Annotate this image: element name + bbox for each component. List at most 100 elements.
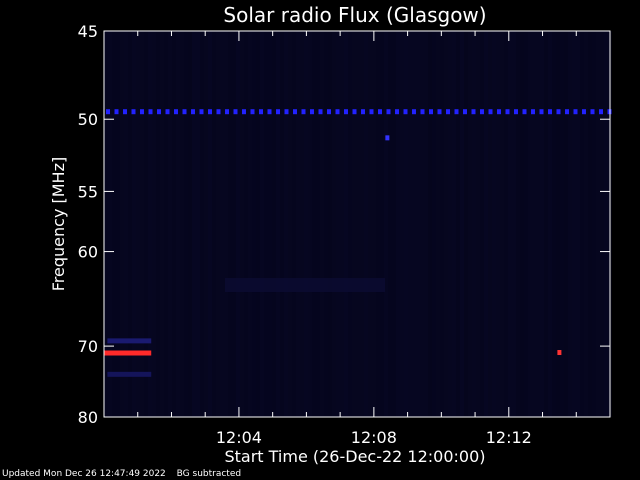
noise-column [208,31,212,417]
dashed-band-segment [497,109,501,115]
noise-column [192,31,196,417]
noise-column [364,31,368,417]
noise-column [604,31,608,417]
noise-column [412,31,416,417]
noise-column [180,31,184,417]
noise-column [500,31,504,417]
dashed-band-segment [191,109,195,115]
dashed-band-segment [114,109,119,115]
noise-column [184,31,188,417]
noise-column [340,31,344,417]
y-tick-label: 70 [78,337,98,356]
dashed-band-segment [250,109,255,115]
noise-column [296,31,300,417]
dashed-band-segment [565,109,569,115]
dashed-band-segment [480,109,484,115]
noise-column [460,31,464,417]
noise-column [304,31,308,417]
noise-column [380,31,384,417]
dashed-band-segment [463,109,467,115]
noise-column [260,31,264,417]
dashed-band-segment [361,109,365,115]
noise-column [264,31,268,417]
dashed-band-segment [505,109,510,115]
noise-column [464,31,468,417]
dashed-band-segment [412,109,416,115]
noise-column [172,31,176,417]
y-axis: 45 50 55 60 70 80 [78,22,610,427]
noise-column [388,31,392,417]
noise-column [408,31,412,417]
noise-column [316,31,320,417]
dashed-band-segment [344,109,348,115]
dashed-band-segment [148,109,153,115]
noise-column [168,31,172,417]
noise-column [288,31,292,417]
noise-column [468,31,472,417]
noise-column [152,31,156,417]
noise-column [220,31,224,417]
noise-column [584,31,588,417]
noise-column [268,31,272,417]
y-tick-label: 50 [78,110,98,129]
dashed-band-segment [199,109,204,115]
emission-band [104,350,152,356]
dashed-band-segment [140,109,144,115]
noise-column [308,31,312,417]
dashed-band-segment [369,109,374,115]
noise-column [520,31,524,417]
noise-column [224,31,228,417]
dashed-band-segment [157,109,161,115]
dashed-band-segment [301,109,306,115]
noise-column [596,31,600,417]
noise-column [188,31,192,417]
noise-column [148,31,152,417]
noise-column [352,31,356,417]
noise-column [480,31,484,417]
dashed-band-segment [225,109,229,115]
noise-column [576,31,580,417]
x-axis: 12:04 12:08 12:12 [137,31,577,447]
noise-column [160,31,164,417]
noise-column [332,31,336,417]
noise-column [592,31,596,417]
noise-column [144,31,148,417]
noise-column [372,31,376,417]
noise-column [568,31,572,417]
dashed-band-segment [310,109,314,115]
noise-column [580,31,584,417]
noise-column [336,31,340,417]
noise-column [448,31,452,417]
noise-column [540,31,544,417]
dashed-band-segment [488,109,493,115]
noise-column [240,31,244,417]
noise-column [360,31,364,417]
dashed-band-segment [454,109,459,115]
noise-column [444,31,448,417]
noise-column [140,31,144,417]
dashed-band-segment [386,109,391,115]
noise-column [508,31,512,417]
noise-column [504,31,508,417]
noise-column [472,31,476,417]
plot-area [104,31,610,417]
dashed-band-segment [582,109,586,115]
noise-column [440,31,444,417]
noise-column [484,31,488,417]
dashed-band-segment [556,109,561,115]
noise-column [136,31,140,417]
dashed-band-segment [318,109,323,115]
noise-column [232,31,236,417]
noise-column [476,31,480,417]
updated-timestamp: Updated Mon Dec 26 12:47:49 2022 [2,469,166,479]
noise-texture [104,31,612,417]
noise-column [276,31,280,417]
dashed-band-segment [514,109,518,115]
noise-column [312,31,316,417]
noise-column [284,31,288,417]
dashed-band-segment [352,109,357,115]
dashed-band-segment [395,109,399,115]
noise-column [456,31,460,417]
noise-column [120,31,124,417]
